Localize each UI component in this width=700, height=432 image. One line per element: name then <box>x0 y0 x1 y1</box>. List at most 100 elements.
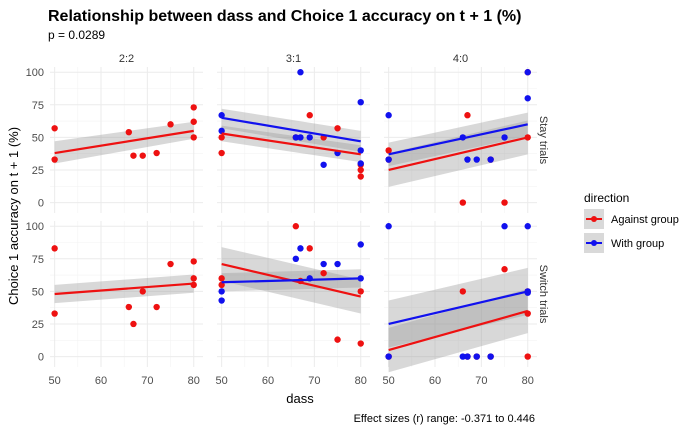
data-point <box>218 297 225 304</box>
data-point <box>501 223 508 230</box>
data-point <box>190 281 197 289</box>
data-point <box>487 156 494 163</box>
legend-key-point <box>591 240 597 246</box>
y-tick-label: 75 <box>32 254 44 266</box>
data-point <box>357 98 364 106</box>
data-point <box>297 245 304 252</box>
x-tick-label: 80 <box>188 375 200 387</box>
regression-line <box>221 132 361 156</box>
strip-row-1: Stay trials <box>537 116 549 165</box>
y-tick-label: 25 <box>32 165 44 177</box>
y-tick-label: 50 <box>32 286 44 298</box>
y-tick-label: 0 <box>38 352 44 364</box>
data-point <box>385 353 392 360</box>
legend: direction Against group With group <box>584 191 679 253</box>
y-axis-title: Choice 1 accuracy on t + 1 (%) <box>6 127 21 305</box>
data-point <box>524 223 531 230</box>
strip-col-2: 3:1 <box>286 53 301 65</box>
row-strips: Stay trials Switch trials <box>537 116 549 324</box>
strip-col-1: 2:2 <box>119 53 134 65</box>
data-point <box>218 127 225 135</box>
chart-title: Relationship between dass and Choice 1 a… <box>48 8 521 25</box>
data-point <box>218 112 225 119</box>
data-point <box>297 69 304 76</box>
data-point <box>357 340 364 347</box>
data-point <box>306 112 313 119</box>
data-point <box>473 156 480 163</box>
regression-line <box>54 129 194 155</box>
data-point <box>459 353 467 360</box>
data-point <box>320 161 327 168</box>
panel-1-2 <box>217 67 370 213</box>
panel-2-3 <box>384 221 537 373</box>
data-point <box>125 128 133 136</box>
x-tick-label: 80 <box>355 375 367 387</box>
x-axis-title: dass <box>286 391 314 406</box>
data-point <box>357 160 364 167</box>
data-point <box>357 288 364 295</box>
data-point <box>357 241 364 248</box>
x-tick-label: 70 <box>475 375 487 387</box>
data-point <box>190 118 197 125</box>
x-tick-label: 50 <box>216 375 228 387</box>
x-tick-label: 50 <box>383 375 395 387</box>
data-point <box>190 134 197 141</box>
data-point <box>501 199 508 206</box>
y-tick-label: 100 <box>26 67 44 79</box>
data-point <box>167 121 174 128</box>
panel-1-3 <box>384 67 537 213</box>
x-tick-label: 50 <box>49 375 61 387</box>
data-point <box>190 104 197 111</box>
regression-line <box>388 309 529 352</box>
regression-line <box>221 277 361 284</box>
data-point <box>218 149 225 157</box>
data-point <box>51 156 58 163</box>
data-point <box>459 288 467 295</box>
data-point <box>297 134 304 141</box>
data-point <box>385 112 392 119</box>
data-point <box>334 336 341 343</box>
y-tick-label: 0 <box>38 198 44 210</box>
regression-line <box>221 116 361 143</box>
data-point <box>524 353 531 360</box>
y-tick-label: 50 <box>32 132 44 144</box>
strip-col-3: 4:0 <box>453 53 468 65</box>
data-point <box>524 69 531 76</box>
chart-caption: Effect sizes (r) range: -0.371 to 0.446 <box>354 413 535 425</box>
data-point <box>487 353 494 360</box>
data-point <box>320 260 327 268</box>
panel-2-1 <box>50 221 203 367</box>
data-point <box>130 320 137 328</box>
data-point <box>464 156 471 163</box>
data-point <box>357 166 364 174</box>
data-point <box>385 156 392 163</box>
panels-layer <box>50 67 537 373</box>
data-point <box>501 134 508 141</box>
legend-label-against: Against group <box>611 214 679 226</box>
data-point <box>385 223 392 230</box>
data-point <box>292 134 300 141</box>
data-point <box>524 95 531 102</box>
legend-key-with <box>584 233 604 253</box>
y-tick-label: 75 <box>32 100 44 112</box>
data-point <box>334 260 341 268</box>
legend-key-point <box>591 216 597 222</box>
regression-line <box>388 290 528 326</box>
data-point <box>473 353 480 360</box>
data-point <box>139 152 146 159</box>
data-point <box>51 125 58 132</box>
data-point <box>385 147 392 154</box>
data-point <box>218 288 225 295</box>
data-point <box>51 310 58 317</box>
x-tick-label: 60 <box>95 375 107 387</box>
data-point <box>218 134 225 141</box>
legend-label-with: With group <box>611 238 664 250</box>
data-point <box>464 112 471 119</box>
data-point <box>292 255 300 263</box>
x-tick-label: 80 <box>522 375 534 387</box>
strip-row-2: Switch trials <box>537 265 549 324</box>
data-point <box>139 288 146 295</box>
data-point <box>153 149 160 157</box>
data-point <box>167 260 174 268</box>
